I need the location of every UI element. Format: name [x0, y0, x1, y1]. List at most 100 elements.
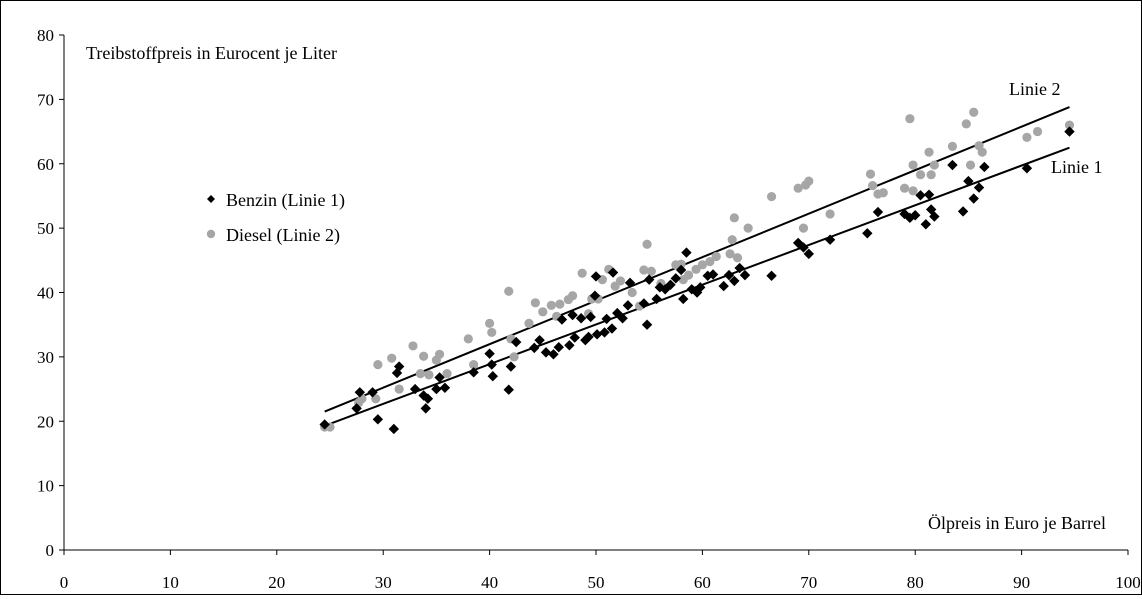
diesel-point	[766, 191, 777, 202]
diesel-point	[697, 260, 708, 270]
benzin-point	[540, 347, 552, 358]
diesel-point	[727, 235, 737, 245]
x-tick-label: 10	[162, 573, 179, 592]
benzin-point	[564, 340, 575, 351]
benzin-point	[583, 331, 594, 343]
diesel-point	[577, 268, 587, 278]
legend-diamond-icon	[207, 195, 215, 203]
diesel-point	[615, 276, 626, 286]
benzin-point	[422, 393, 434, 404]
benzin-point	[739, 269, 751, 281]
diesel-point	[908, 186, 918, 196]
benzin-point	[585, 311, 596, 323]
line-2-label: Linie 2	[1009, 79, 1061, 99]
diesel-point	[798, 223, 809, 233]
diesel-point	[676, 259, 686, 269]
benzin-point	[862, 228, 873, 239]
benzin-point	[957, 206, 969, 217]
trend-line-2	[324, 106, 1070, 413]
diesel-point	[947, 141, 958, 151]
benzin-point	[503, 384, 514, 395]
diesel-point	[509, 352, 519, 362]
benzin-point	[409, 383, 421, 395]
diesel-point	[926, 170, 936, 180]
benzin-point	[431, 383, 442, 395]
benzin-point	[622, 300, 634, 311]
benzin-point	[681, 247, 692, 258]
diesel-point	[567, 291, 578, 301]
benzin-point	[319, 419, 330, 430]
benzin-point	[606, 323, 618, 334]
benzin-point	[607, 267, 619, 278]
benzin-point	[487, 370, 498, 382]
benzin-point	[439, 382, 451, 393]
benzin-point	[979, 161, 990, 173]
diesel-point	[711, 251, 721, 262]
diesel-point	[729, 213, 739, 223]
legend-label-benzin: Benzin (Linie 1)	[226, 190, 345, 211]
diesel-point	[868, 181, 878, 191]
x-axis-label: Ölpreis in Euro je Barrel	[928, 513, 1106, 533]
benzin-point	[675, 264, 687, 276]
x-tick-label: 100	[1115, 573, 1141, 592]
benzin-point	[575, 313, 587, 324]
diesel-point	[825, 209, 835, 219]
diesel-point	[442, 369, 452, 379]
x-tick-label: 50	[588, 573, 605, 592]
line-1-label: Linie 1	[1051, 157, 1103, 177]
diesel-point	[408, 341, 418, 351]
diesel-point	[546, 300, 556, 310]
diesel-point	[743, 223, 753, 233]
diesel-point	[865, 169, 876, 179]
y-tick-label: 30	[37, 348, 54, 367]
x-tick-label: 0	[60, 573, 69, 592]
benzin-point	[691, 287, 703, 298]
diesel-point	[908, 160, 918, 170]
diesel-point	[732, 253, 743, 263]
benzin-point	[388, 423, 400, 435]
benzin-point	[612, 307, 623, 319]
y-tick-label: 0	[46, 541, 55, 560]
diesel-point	[387, 353, 397, 363]
benzin-point	[702, 270, 713, 281]
benzin-point	[872, 206, 884, 218]
benzin-point	[548, 349, 559, 360]
benzin-point	[534, 334, 545, 346]
benzin-point	[601, 313, 612, 325]
y-tick-label: 10	[37, 477, 54, 496]
benzin-point	[511, 336, 522, 348]
benzin-point	[695, 282, 706, 293]
legend: Benzin (Linie 1) Diesel (Linie 2)	[206, 190, 345, 246]
benzin-point	[393, 361, 405, 372]
benzin-point	[641, 319, 653, 330]
benzin-point	[766, 270, 777, 281]
diesel-point	[725, 249, 735, 259]
benzin-point	[968, 193, 979, 204]
benzin-point	[729, 275, 740, 287]
benzin-point	[910, 210, 921, 221]
diesel-point	[627, 287, 637, 298]
benzin-point	[484, 348, 495, 359]
benzin-point	[367, 387, 378, 398]
benzin-point	[651, 293, 662, 305]
benzin-point	[590, 271, 602, 282]
diesel-point	[415, 369, 426, 379]
benzin-point	[434, 372, 445, 383]
benzin-point	[599, 327, 610, 338]
benzin-point	[468, 367, 479, 378]
diesel-point	[394, 384, 404, 394]
benzin-point	[792, 237, 804, 249]
x-tick-label: 80	[907, 573, 924, 592]
benzin-point	[372, 414, 384, 425]
benzin-point	[529, 342, 540, 354]
benzin-point	[486, 359, 497, 370]
x-tick-label: 30	[375, 573, 392, 592]
benzin-point	[723, 269, 735, 281]
y-tick-label: 80	[37, 26, 54, 45]
diesel-point	[434, 349, 445, 359]
diesel-point	[642, 239, 652, 249]
diesel-point	[905, 114, 915, 124]
diesel-point	[373, 360, 383, 370]
benzin-point	[718, 280, 729, 292]
